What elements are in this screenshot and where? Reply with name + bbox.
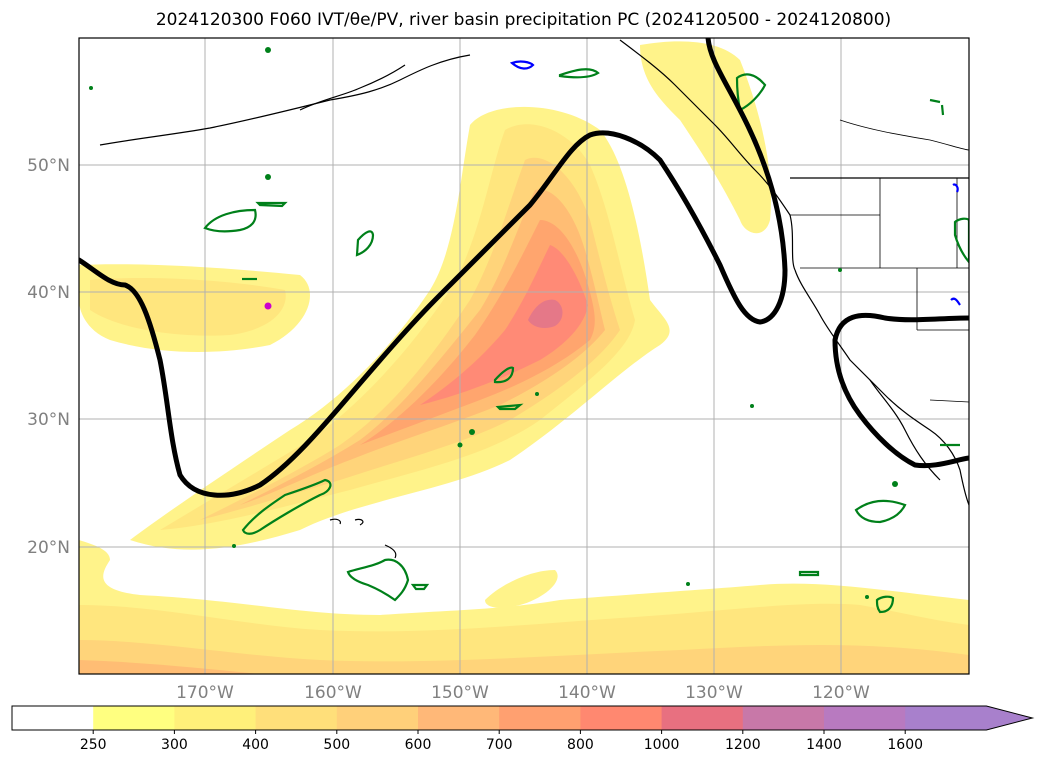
blue-contour — [509, 60, 535, 70]
colorbar-label: 1000 — [644, 737, 680, 753]
canada-interior — [839, 119, 969, 151]
colorbar-outline — [11, 705, 1035, 731]
colorbar-label: 800 — [567, 737, 594, 753]
colorbar-segment — [661, 706, 744, 730]
green-contour — [203, 208, 257, 233]
graticule — [79, 38, 969, 674]
green-contour — [929, 98, 945, 116]
lon-label: 140°W — [558, 683, 616, 703]
lat-label: 40°N — [27, 283, 70, 303]
green-contour — [410, 583, 430, 591]
colorbar-segment — [12, 706, 94, 730]
lat-label: 50°N — [27, 156, 70, 176]
colorbar-segment — [905, 706, 987, 730]
colorbar-segment — [580, 706, 663, 730]
colorbar-label: 600 — [405, 737, 432, 753]
blue-contour — [950, 297, 961, 306]
ivt-ar-1000 — [528, 299, 563, 328]
green-contour — [735, 73, 767, 112]
ivt-ar-500 — [240, 189, 605, 505]
colorbar: 250 300 400 500 600 700 800 1000 1200 1400 1600 — [11, 705, 1035, 753]
colorbar-segment — [174, 706, 257, 730]
coastlines — [99, 39, 969, 559]
colorbar-label: 700 — [486, 737, 513, 753]
magenta-dot — [264, 302, 272, 310]
bc-coast — [619, 39, 796, 271]
colorbar-segment — [742, 706, 825, 730]
green-contour — [241, 478, 332, 535]
lat-labels: 50°N 40°N 30°N 20°N — [27, 156, 70, 558]
colorbar-label: 1600 — [887, 737, 923, 753]
lat-label: 30°N — [27, 410, 70, 430]
alaska-peninsula — [299, 64, 406, 111]
green-contours — [203, 68, 969, 614]
hawaii — [329, 518, 397, 559]
lon-label: 120°W — [812, 683, 870, 703]
green-contour — [558, 68, 600, 79]
state-lines — [790, 178, 969, 403]
colorbar-label: 250 — [80, 737, 107, 753]
colorbar-segment — [93, 706, 175, 730]
lon-label: 170°W — [176, 683, 234, 703]
blue-contour — [952, 183, 959, 193]
colorbar-label: 500 — [323, 737, 350, 753]
ivt-south-250b — [485, 570, 558, 608]
us-west-coast — [794, 269, 969, 506]
lon-label: 150°W — [431, 683, 489, 703]
colorbar-segment — [255, 706, 338, 730]
green-contour — [875, 595, 895, 614]
colorbar-label: 300 — [161, 737, 188, 753]
green-dots — [89, 47, 898, 599]
colorbar-extend-arrow — [986, 706, 1033, 730]
green-contour — [493, 366, 515, 384]
green-contour — [346, 558, 410, 602]
ivt-south-500 — [79, 660, 260, 674]
ivt-ar-800 — [420, 245, 588, 405]
map-title: 2024120300 F060 IVT/θe/PV, river basin p… — [155, 10, 892, 30]
lon-label: 160°W — [304, 683, 362, 703]
lon-label: 130°W — [685, 683, 743, 703]
green-contour — [798, 570, 820, 577]
pv-contours — [79, 38, 969, 498]
colorbar-segment — [824, 706, 906, 730]
map-frame — [78, 37, 970, 675]
colorbar-segment — [499, 706, 581, 730]
green-contour — [854, 499, 907, 524]
map-area — [79, 38, 969, 674]
pv-contour-east — [832, 312, 969, 469]
blue-contours — [509, 60, 961, 306]
colorbar-segment — [336, 706, 419, 730]
colorbar-label: 1400 — [806, 737, 842, 753]
green-contour — [255, 201, 288, 208]
green-contour — [495, 403, 524, 411]
colorbar-segment — [418, 706, 500, 730]
colorbar-label: 1200 — [725, 737, 761, 753]
green-contour — [355, 230, 375, 257]
pv-contour-main — [79, 38, 788, 498]
lat-label: 20°N — [27, 538, 70, 558]
lon-labels: 170°W 160°W 150°W 140°W 130°W 120°W — [176, 683, 870, 703]
ivt-south-400 — [79, 640, 969, 674]
green-contour — [953, 217, 969, 264]
colorbar-label: 400 — [242, 737, 269, 753]
